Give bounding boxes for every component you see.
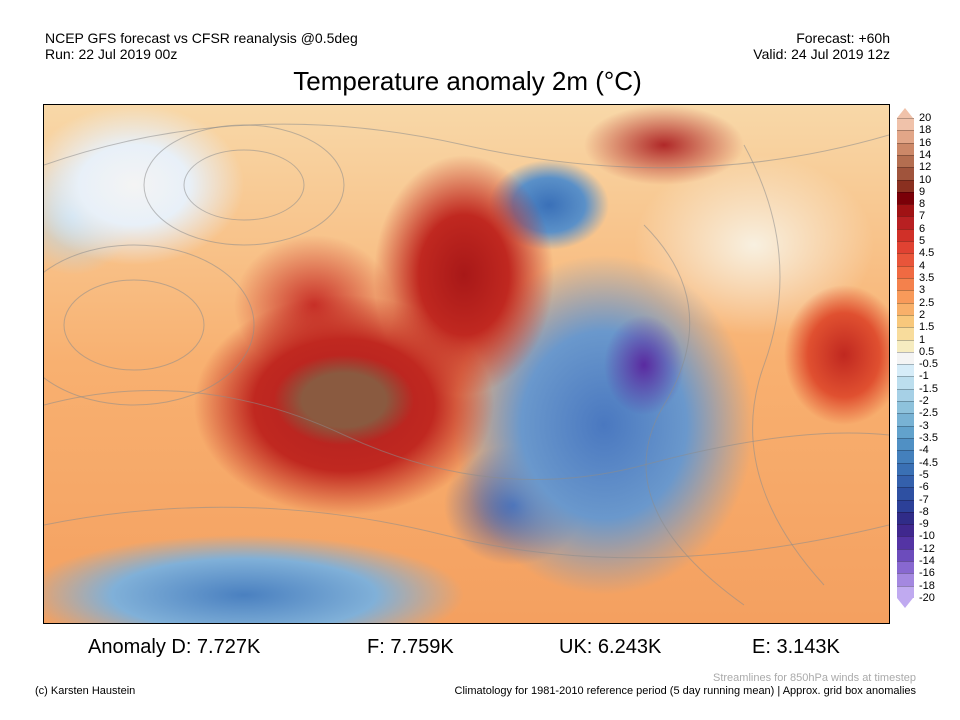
colorbar-bin bbox=[897, 524, 914, 537]
colorbar-bin bbox=[897, 154, 914, 168]
colorbar-tick-label: -3.5 bbox=[919, 432, 938, 444]
colorbar-tick-label: -6 bbox=[919, 481, 929, 494]
colorbar-tick-label: 12 bbox=[919, 161, 932, 174]
colorbar-bin bbox=[897, 130, 914, 144]
colorbar-tick-label: 0.5 bbox=[919, 345, 935, 358]
colorbar-bin bbox=[897, 487, 914, 501]
forecast-hour: Forecast: +60h bbox=[796, 30, 890, 46]
colorbar-bin bbox=[897, 327, 914, 341]
colorbar-tick-label: 16 bbox=[919, 136, 932, 149]
streamlines-note: Streamlines for 850hPa winds at timestep bbox=[713, 672, 916, 684]
colorbar-tick-label: -8 bbox=[919, 505, 929, 518]
colorbar-tick-label: -5 bbox=[919, 468, 929, 481]
colorbar-tick-label: -10 bbox=[919, 530, 935, 543]
colorbar-bin bbox=[897, 265, 914, 279]
colorbar-bin bbox=[897, 573, 914, 587]
colorbar-tick-label: 6 bbox=[919, 222, 926, 235]
colorbar-bin bbox=[897, 191, 914, 205]
colorbar-tick-label: 10 bbox=[919, 173, 932, 186]
colorbar-tick-label: 4 bbox=[919, 259, 926, 272]
colorbar-tick-label: 14 bbox=[919, 148, 932, 161]
colorbar-bin bbox=[897, 376, 914, 390]
colorbar-tick-label: -16 bbox=[919, 567, 935, 580]
colorbar-tick-label: -12 bbox=[919, 542, 935, 555]
colorbar-bin bbox=[897, 511, 914, 525]
colorbar-tick-label: -3 bbox=[919, 419, 929, 432]
colorbar bbox=[897, 118, 914, 608]
colorbar-bin bbox=[897, 438, 914, 451]
colorbar-bin bbox=[897, 561, 914, 574]
colorbar-tick-label: -2 bbox=[919, 395, 929, 408]
colorbar-bin bbox=[897, 425, 914, 439]
colorbar-tick-label: -7 bbox=[919, 493, 929, 506]
anomaly-spain: E: 3.143K bbox=[752, 636, 840, 658]
colorbar-bin bbox=[897, 142, 914, 156]
colorbar-tick-label: -20 bbox=[919, 592, 935, 604]
colorbar-bin bbox=[897, 364, 914, 377]
valid-time: Valid: 24 Jul 2019 12z bbox=[753, 46, 890, 62]
climatology-note: Climatology for 1981-2010 reference peri… bbox=[454, 685, 916, 697]
copyright: (c) Karsten Haustein bbox=[35, 685, 136, 697]
colorbar-bin bbox=[897, 388, 914, 402]
colorbar-bin bbox=[897, 179, 914, 193]
anomaly-germany: Anomaly D: 7.727K bbox=[88, 636, 261, 658]
colorbar-tick-label: -1 bbox=[919, 370, 929, 383]
colorbar-bin bbox=[897, 339, 914, 353]
colorbar-bin bbox=[897, 450, 914, 464]
colorbar-tick-label: -9 bbox=[919, 518, 929, 531]
colorbar-tick-label: -1.5 bbox=[919, 382, 938, 395]
map-title: Temperature anomaly 2m (°C) bbox=[293, 66, 642, 96]
colorbar-bin bbox=[897, 351, 914, 365]
colorbar-tick-label: 3 bbox=[919, 284, 926, 297]
colorbar-tick-label: 8 bbox=[919, 198, 926, 211]
colorbar-bin bbox=[897, 585, 914, 599]
colorbar-bin bbox=[897, 253, 914, 267]
colorbar-bin bbox=[897, 302, 914, 316]
colorbar-bin bbox=[897, 413, 914, 427]
colorbar-bin bbox=[897, 167, 914, 181]
colorbar-bin bbox=[897, 401, 914, 414]
colorbar-bin bbox=[897, 548, 914, 562]
colorbar-bin bbox=[897, 278, 914, 291]
colorbar-tick-label: 4.5 bbox=[919, 247, 935, 260]
colorbar-tick-label: 1.5 bbox=[919, 321, 935, 334]
colorbar-bin bbox=[897, 216, 914, 230]
colorbar-tick-label: 18 bbox=[919, 124, 932, 137]
colorbar-tick-label: 1 bbox=[919, 333, 926, 346]
colorbar-bin bbox=[897, 118, 914, 131]
colorbar-tick-label: 7 bbox=[919, 210, 926, 223]
colorbar-tick-label: 20 bbox=[919, 112, 932, 124]
colorbar-tick-label: -4 bbox=[919, 444, 929, 457]
colorbar-max-arrow bbox=[897, 108, 913, 118]
colorbar-tick-label: 3.5 bbox=[919, 272, 935, 284]
colorbar-tick-label: 5 bbox=[919, 235, 926, 248]
colorbar-bin bbox=[897, 228, 914, 242]
colorbar-bin bbox=[897, 499, 914, 513]
model-description: NCEP GFS forecast vs CFSR reanalysis @0.… bbox=[45, 30, 358, 46]
colorbar-tick-label: 2 bbox=[919, 308, 926, 321]
colorbar-tick-label: -4.5 bbox=[919, 456, 938, 469]
colorbar-min-arrow bbox=[897, 598, 913, 608]
temperature-anomaly-map bbox=[43, 104, 890, 624]
colorbar-tick-label: -0.5 bbox=[919, 358, 938, 371]
colorbar-tick-label: -14 bbox=[919, 555, 935, 568]
streamlines-overlay bbox=[44, 123, 889, 606]
colorbar-bin bbox=[897, 241, 914, 254]
anomaly-uk: UK: 6.243K bbox=[559, 636, 662, 658]
colorbar-bin bbox=[897, 204, 914, 217]
colorbar-tick-label: -18 bbox=[919, 579, 935, 592]
colorbar-tick-label: 9 bbox=[919, 185, 926, 198]
colorbar-bin bbox=[897, 536, 914, 550]
colorbar-bin bbox=[897, 474, 914, 488]
run-time: Run: 22 Jul 2019 00z bbox=[45, 46, 178, 62]
colorbar-bin bbox=[897, 290, 914, 304]
anomaly-france: F: 7.759K bbox=[367, 636, 454, 658]
colorbar-tick-label: 2.5 bbox=[919, 296, 935, 309]
colorbar-bin bbox=[897, 314, 914, 328]
colorbar-tick-label: -2.5 bbox=[919, 407, 938, 420]
colorbar-bin bbox=[897, 462, 914, 476]
